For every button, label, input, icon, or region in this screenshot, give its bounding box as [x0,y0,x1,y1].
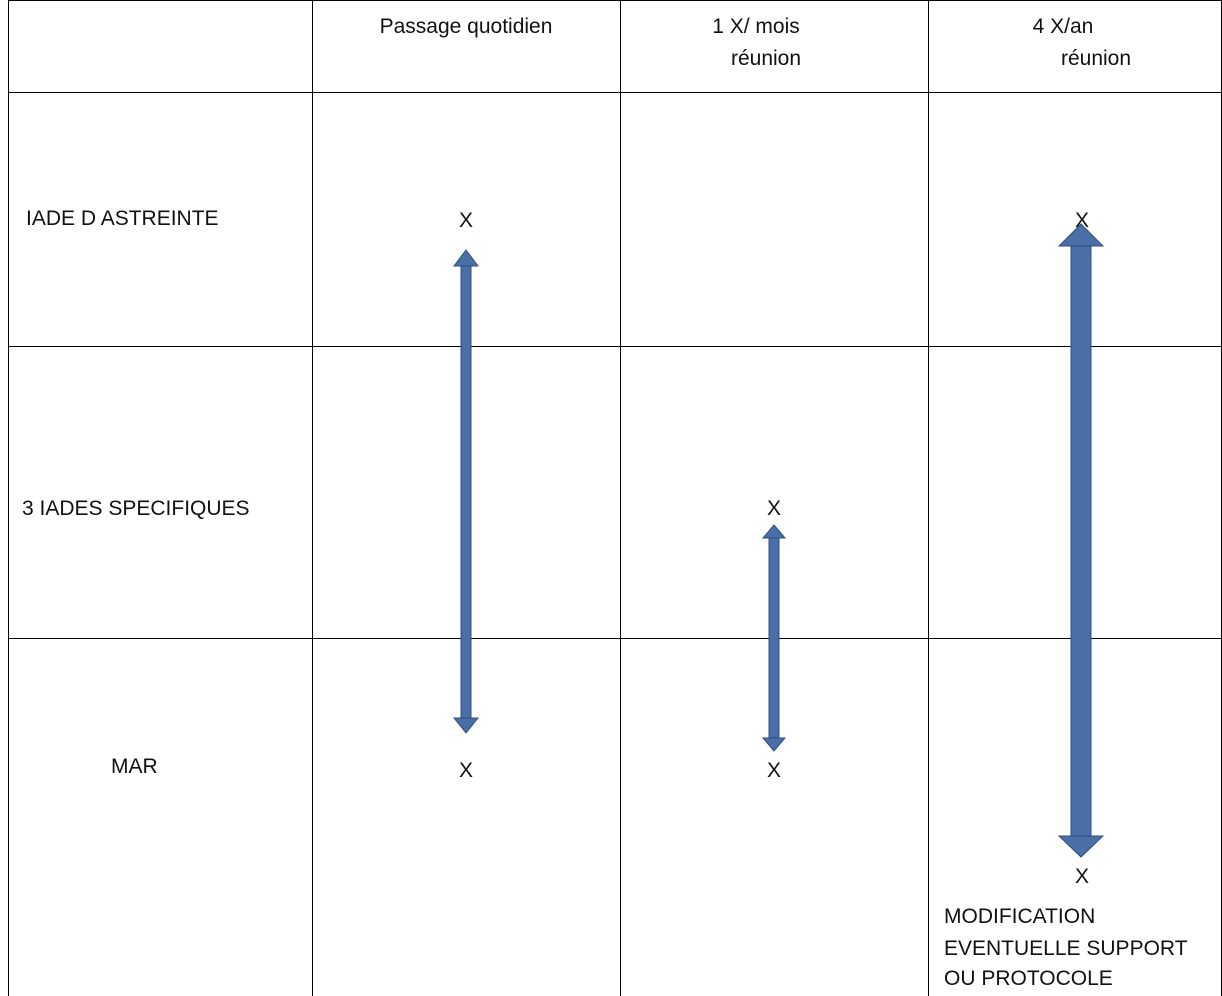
note-line-3: OU PROTOCOLE [944,967,1113,990]
table-border-top [8,0,1222,1]
column-divider-2 [620,0,621,996]
table-border-left [8,0,9,996]
column-divider-1 [312,0,313,996]
row-divider-2 [8,638,1222,639]
header-monthly-meeting-line1: 1 X/ mois [712,15,800,38]
row-label-iades-specifiques: 3 IADES SPECIFIQUES [22,497,250,520]
row-label-iade-astreinte: IADE D ASTREINTE [26,207,219,230]
mark-x-iade-daily: X [458,209,474,232]
header-quarterly-meeting-line1: 4 X/an [1032,15,1094,38]
mark-x-iade-quarterly: X [1074,209,1090,232]
mark-x-mar-monthly: X [766,759,782,782]
mark-x-mar-quarterly: X [1074,865,1090,888]
row-divider-1 [8,346,1222,347]
header-divider [8,92,1222,93]
mark-x-iades-quarterly: X [1073,497,1089,520]
row-label-mar: MAR [111,755,158,778]
header-monthly-meeting-line2: réunion [730,47,802,70]
mark-x-iades-monthly: X [766,497,782,520]
header-passage-quotidien: Passage quotidien [379,15,553,38]
note-line-1: MODIFICATION [944,905,1096,928]
note-line-2: EVENTUELLE SUPPORT [944,937,1188,960]
mark-x-mar-daily: X [458,759,474,782]
column-divider-3 [928,0,929,996]
header-quarterly-meeting-line2: réunion [1060,47,1132,70]
